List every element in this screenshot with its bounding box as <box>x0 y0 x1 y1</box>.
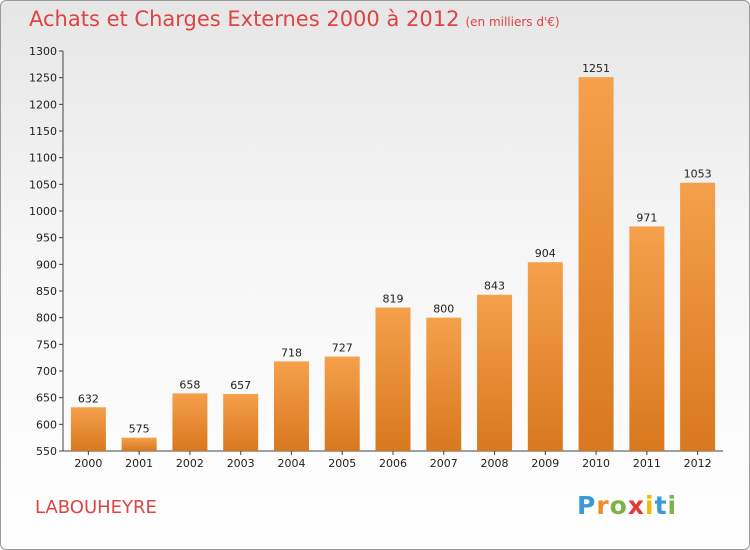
bar-value-label: 971 <box>636 211 657 224</box>
x-tick-label: 2012 <box>684 457 712 470</box>
bar <box>70 407 106 451</box>
bar-value-label: 632 <box>78 392 99 405</box>
bar <box>223 393 259 451</box>
bar <box>477 294 513 451</box>
y-tick-label: 650 <box>36 392 57 405</box>
bar-value-label: 1251 <box>582 62 610 75</box>
x-tick-label: 2000 <box>74 457 102 470</box>
bar <box>324 356 360 451</box>
bar-value-label: 657 <box>230 379 251 392</box>
bar <box>578 77 614 451</box>
y-tick-label: 550 <box>36 445 57 458</box>
bar-value-label: 904 <box>535 247 556 260</box>
bar-value-label: 658 <box>179 378 200 391</box>
y-tick-label: 900 <box>36 258 57 271</box>
x-tick-label: 2009 <box>531 457 559 470</box>
bar-value-label: 575 <box>129 423 150 436</box>
x-tick-label: 2003 <box>227 457 255 470</box>
bar-value-label: 727 <box>332 342 353 355</box>
bar-value-label: 1053 <box>684 168 712 181</box>
x-tick-label: 2002 <box>176 457 204 470</box>
chart-title-text: Achats et Charges Externes 2000 à 2012 <box>29 7 460 31</box>
x-tick-label: 2008 <box>481 457 509 470</box>
x-tick-label: 2001 <box>125 457 153 470</box>
y-tick-label: 750 <box>36 338 57 351</box>
y-tick-label: 800 <box>36 312 57 325</box>
bar-value-label: 800 <box>433 303 454 316</box>
bar <box>375 307 411 451</box>
bar <box>273 361 309 451</box>
bar <box>527 262 563 451</box>
bar <box>680 182 716 451</box>
bar <box>629 226 665 451</box>
y-tick-label: 1100 <box>29 152 57 165</box>
x-tick-label: 2006 <box>379 457 407 470</box>
x-tick-label: 2004 <box>277 457 305 470</box>
x-tick-label: 2011 <box>633 457 661 470</box>
bar-value-label: 819 <box>383 293 404 306</box>
bar-value-label: 718 <box>281 346 302 359</box>
y-tick-label: 1250 <box>29 72 57 85</box>
y-tick-label: 1150 <box>29 125 57 138</box>
x-tick-label: 2010 <box>582 457 610 470</box>
y-tick-label: 600 <box>36 418 57 431</box>
y-tick-label: 1300 <box>29 45 57 58</box>
y-tick-label: 1050 <box>29 178 57 191</box>
chart-title: Achats et Charges Externes 2000 à 2012 (e… <box>29 7 560 31</box>
place-name: LABOUHEYRE <box>35 497 157 518</box>
y-tick-label: 700 <box>36 365 57 378</box>
bar <box>426 317 462 451</box>
y-tick-label: 1200 <box>29 98 57 111</box>
y-tick-label: 950 <box>36 232 57 245</box>
chart-unit: (en milliers d'€) <box>465 15 560 29</box>
bar <box>121 437 157 451</box>
x-tick-label: 2007 <box>430 457 458 470</box>
y-tick-label: 850 <box>36 285 57 298</box>
bar <box>172 393 208 451</box>
proxiti-logo: Proxiti <box>577 491 678 520</box>
x-tick-label: 2005 <box>328 457 356 470</box>
bar-value-label: 843 <box>484 280 505 293</box>
y-tick-label: 1000 <box>29 205 57 218</box>
